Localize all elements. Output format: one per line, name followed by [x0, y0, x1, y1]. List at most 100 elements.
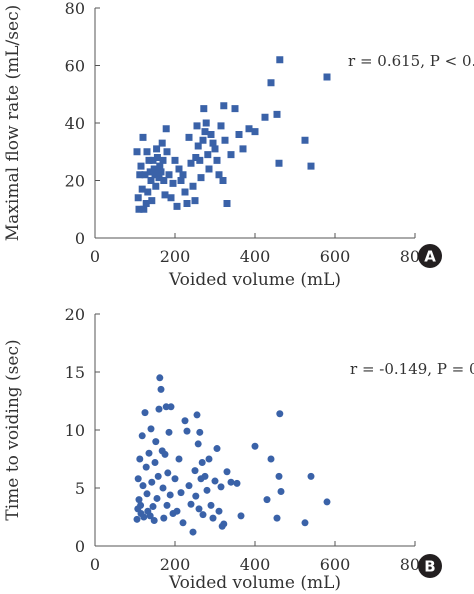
y-tick-label: 60 — [65, 57, 85, 76]
data-point — [150, 165, 158, 173]
data-point — [141, 171, 149, 179]
data-point — [153, 494, 161, 502]
data-point — [307, 162, 315, 170]
correlation-annotation: r = 0.615, P < 0.001 — [348, 52, 474, 70]
data-point — [147, 177, 155, 184]
data-point — [201, 472, 209, 480]
data-point — [204, 151, 212, 159]
data-point — [142, 463, 150, 471]
y-tick-label: 20 — [65, 305, 85, 324]
data-point — [157, 385, 165, 393]
data-point — [209, 514, 217, 522]
data-point — [323, 73, 331, 81]
x-tick-label: 0 — [90, 247, 100, 266]
y-tick-label: 0 — [75, 537, 85, 556]
data-point — [157, 168, 165, 176]
data-point — [251, 442, 259, 450]
data-point — [136, 171, 144, 179]
data-point — [205, 455, 213, 463]
data-point — [189, 528, 197, 536]
data-point — [192, 492, 200, 500]
data-point — [164, 469, 172, 477]
data-point — [227, 478, 235, 486]
data-point — [235, 131, 243, 138]
panel-badge-label: A — [424, 248, 436, 266]
data-point — [207, 501, 215, 509]
data-point — [192, 154, 200, 161]
data-point — [201, 128, 209, 136]
data-point — [221, 136, 229, 144]
data-point — [220, 102, 228, 110]
data-point — [276, 56, 284, 64]
data-point — [183, 427, 191, 435]
data-point — [203, 486, 211, 494]
panel-badge — [418, 244, 442, 268]
data-point — [151, 458, 159, 466]
data-point — [323, 498, 331, 506]
data-point — [135, 496, 143, 504]
y-tick-label: 15 — [65, 363, 85, 382]
data-point — [159, 484, 167, 492]
data-point — [151, 171, 159, 179]
data-point — [161, 191, 169, 199]
data-point — [167, 403, 175, 411]
data-point — [181, 417, 189, 425]
data-point — [139, 482, 147, 490]
data-point — [153, 154, 161, 161]
data-point — [189, 182, 197, 190]
data-point — [156, 374, 164, 382]
x-tick-label: 200 — [160, 247, 191, 266]
panel-badge-label: B — [424, 558, 435, 576]
data-point — [231, 105, 239, 113]
data-point — [273, 514, 281, 522]
data-point — [158, 139, 166, 147]
data-point — [251, 128, 259, 136]
data-point — [261, 113, 269, 121]
y-tick-label: 80 — [65, 0, 85, 18]
x-tick-label: 0 — [90, 555, 100, 574]
data-point — [161, 450, 169, 458]
data-point — [237, 512, 245, 520]
data-point — [215, 171, 223, 179]
data-point — [217, 122, 225, 130]
data-point — [173, 202, 181, 210]
data-point — [199, 511, 207, 519]
data-point — [239, 145, 247, 153]
data-point — [205, 165, 213, 173]
data-point — [211, 477, 219, 485]
data-point — [277, 487, 285, 495]
data-point — [275, 472, 283, 480]
correlation-annotation: r = -0.149, P = 0.164 — [350, 360, 474, 378]
data-point — [220, 520, 228, 528]
data-point — [191, 197, 199, 205]
data-point — [155, 174, 163, 182]
x-tick-label: 400 — [240, 555, 271, 574]
data-point — [166, 491, 174, 499]
data-point — [179, 519, 187, 527]
data-point — [187, 500, 195, 508]
data-point — [179, 171, 187, 179]
data-point — [275, 159, 283, 167]
data-point — [301, 136, 309, 144]
data-point — [181, 188, 189, 196]
data-point — [193, 411, 201, 419]
data-point — [141, 409, 149, 417]
data-point — [145, 449, 153, 457]
data-point — [140, 513, 148, 521]
data-point — [227, 151, 235, 159]
data-point — [149, 503, 157, 511]
x-tick-label: 600 — [320, 555, 351, 574]
data-point — [137, 501, 145, 509]
data-point — [223, 468, 231, 476]
data-point — [159, 156, 167, 164]
y-tick-label: 40 — [65, 114, 85, 133]
y-tick-label: 0 — [75, 229, 85, 248]
data-point — [175, 455, 183, 463]
data-point — [202, 119, 210, 127]
data-point — [169, 179, 177, 187]
data-point — [134, 194, 142, 202]
data-point — [156, 162, 164, 170]
data-point — [162, 403, 170, 411]
